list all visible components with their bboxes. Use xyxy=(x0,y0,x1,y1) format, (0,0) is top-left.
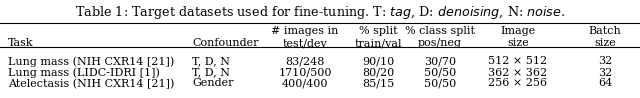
Text: T, D, N: T, D, N xyxy=(192,68,230,78)
Text: 1710/500: 1710/500 xyxy=(278,68,332,78)
Text: size: size xyxy=(507,39,529,49)
Text: 64: 64 xyxy=(598,78,612,88)
Text: 30/70: 30/70 xyxy=(424,57,456,67)
Text: Lung mass (NIH CXR14 [21]): Lung mass (NIH CXR14 [21]) xyxy=(8,57,174,67)
Text: 85/15: 85/15 xyxy=(362,78,394,88)
Text: 83/248: 83/248 xyxy=(285,57,324,67)
Text: % split: % split xyxy=(358,26,397,36)
Text: % class split: % class split xyxy=(405,26,475,36)
Text: 362 × 362: 362 × 362 xyxy=(488,68,548,78)
Text: Lung mass (LIDC-IDRI [1]): Lung mass (LIDC-IDRI [1]) xyxy=(8,68,160,78)
Text: 50/50: 50/50 xyxy=(424,78,456,88)
Text: T, D, N: T, D, N xyxy=(192,57,230,67)
Text: 90/10: 90/10 xyxy=(362,57,394,67)
Text: Gender: Gender xyxy=(192,78,234,88)
Text: 32: 32 xyxy=(598,57,612,67)
Text: 50/50: 50/50 xyxy=(424,68,456,78)
Text: Batch: Batch xyxy=(589,26,621,36)
Text: size: size xyxy=(594,39,616,49)
Text: train/val: train/val xyxy=(355,39,402,49)
Text: pos/neg: pos/neg xyxy=(418,39,462,49)
Text: 400/400: 400/400 xyxy=(282,78,328,88)
Text: Task: Task xyxy=(8,39,34,49)
Text: Confounder: Confounder xyxy=(192,39,259,49)
Text: test/dev: test/dev xyxy=(283,39,328,49)
Text: 512 × 512: 512 × 512 xyxy=(488,57,548,67)
Text: 32: 32 xyxy=(598,68,612,78)
Text: 256 × 256: 256 × 256 xyxy=(488,78,548,88)
Text: Table 1: Target datasets used for fine-tuning. T: $\it{tag}$, D: $\it{denoising}: Table 1: Target datasets used for fine-t… xyxy=(75,4,565,21)
Text: 80/20: 80/20 xyxy=(362,68,394,78)
Text: # images in: # images in xyxy=(271,26,339,36)
Text: Image: Image xyxy=(500,26,536,36)
Text: Atelectasis (NIH CXR14 [21]): Atelectasis (NIH CXR14 [21]) xyxy=(8,78,174,89)
